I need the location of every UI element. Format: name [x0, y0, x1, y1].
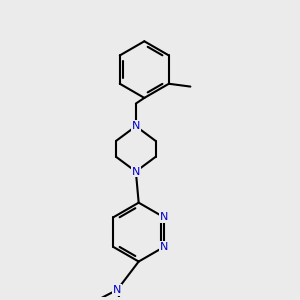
Text: N: N	[132, 167, 140, 176]
Text: N: N	[160, 212, 168, 222]
Text: N: N	[113, 285, 121, 295]
Text: N: N	[132, 121, 140, 131]
Text: N: N	[160, 242, 168, 252]
